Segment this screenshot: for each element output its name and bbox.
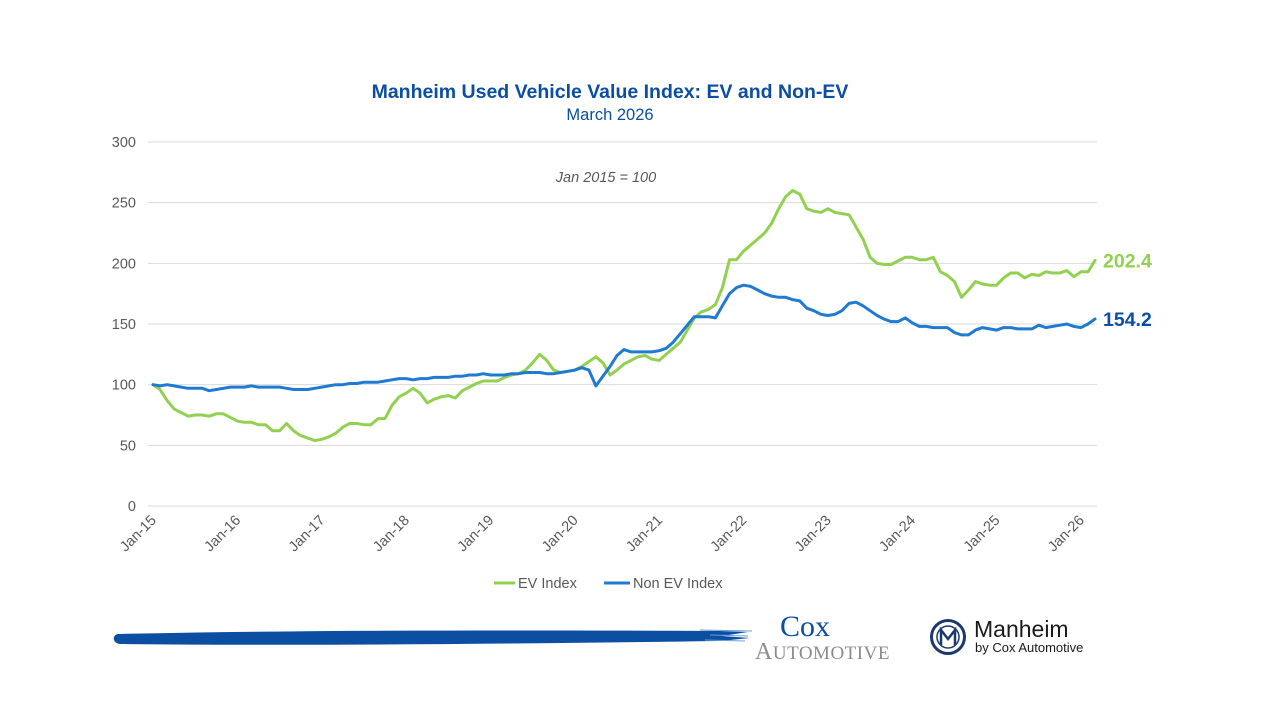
x-tick-label: Jan-22 — [708, 513, 751, 556]
cox-logo-line2: AUTOMOTIVE — [755, 639, 890, 665]
x-tick-label: Jan-23 — [792, 513, 835, 556]
x-tick-label: Jan-19 — [455, 513, 498, 556]
x-tick-label: Jan-15 — [117, 513, 160, 556]
x-tick-label: Jan-25 — [961, 513, 1004, 556]
y-tick-label: 0 — [128, 499, 136, 515]
series-lines — [151, 189, 1097, 442]
x-tick-label: Jan-20 — [539, 513, 582, 556]
x-tick-label: Jan-18 — [370, 513, 413, 556]
y-tick-label: 150 — [112, 317, 136, 333]
x-tick-label: Jan-16 — [202, 513, 245, 556]
x-tick-label: Jan-21 — [623, 513, 666, 556]
x-tick-label: Jan-26 — [1045, 513, 1088, 556]
end-labels: 202.4 154.2 — [1103, 250, 1152, 330]
brush-stroke — [113, 629, 753, 645]
line-ev-index — [151, 189, 1097, 442]
y-tick-label: 250 — [112, 196, 136, 212]
chart-annotation: Jan 2015 = 100 — [555, 170, 656, 186]
manheim-logo: Manheim by Cox Automotive — [930, 616, 1083, 655]
manheim-logo-name: Manheim — [974, 616, 1069, 642]
cox-logo-line1: Cox — [780, 610, 830, 643]
end-label-ev-index: 202.4 — [1103, 250, 1152, 272]
cox-automotive-logo: Cox AUTOMOTIVE — [755, 610, 890, 665]
y-tick-label: 200 — [112, 256, 136, 272]
x-tick-label: Jan-24 — [876, 513, 919, 556]
manheim-m-emblem-icon — [930, 619, 966, 655]
chart-subtitle: March 2026 — [566, 106, 653, 124]
legend: EV Index Non EV Index — [494, 576, 723, 592]
x-tick-label: Jan-17 — [286, 513, 329, 556]
manheim-logo-tagline: by Cox Automotive — [975, 640, 1083, 655]
legend-label-non-ev: Non EV Index — [633, 576, 723, 592]
gridlines — [148, 141, 1097, 507]
y-tick-label: 300 — [112, 135, 136, 151]
end-label-non-ev-index: 154.2 — [1103, 309, 1152, 331]
legend-label-ev: EV Index — [518, 576, 578, 592]
y-tick-label: 100 — [112, 378, 136, 394]
chart-title: Manheim Used Vehicle Value Index: EV and… — [372, 81, 849, 103]
y-tick-label: 50 — [120, 438, 136, 454]
y-axis-ticks: 0 50 100 150 200 250 300 — [112, 135, 136, 515]
x-axis-ticks: Jan-15 Jan-16 Jan-17 Jan-18 Jan-19 Jan-20 Jan-… — [117, 513, 1088, 556]
line-non-ev-index — [151, 283, 1097, 393]
